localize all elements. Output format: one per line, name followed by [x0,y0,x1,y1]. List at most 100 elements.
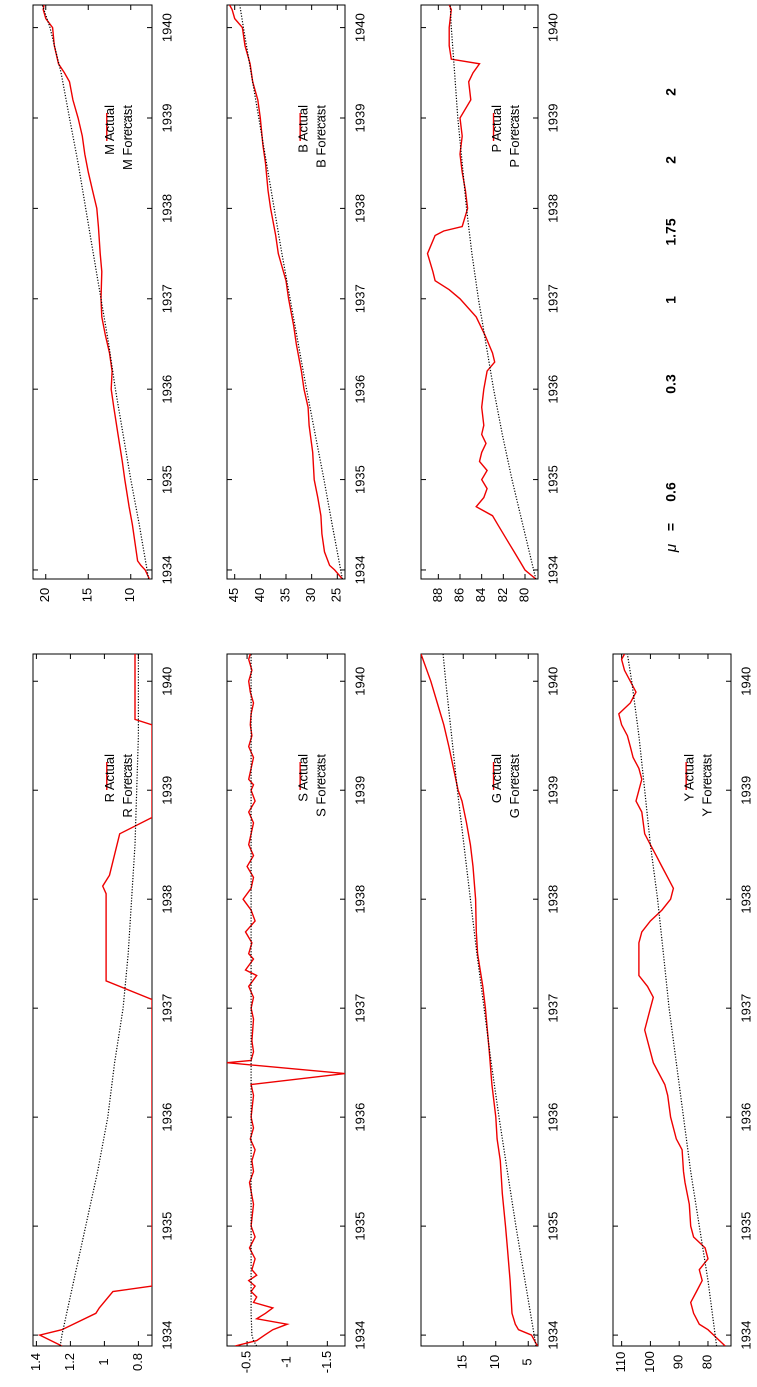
year-tick-label: 1934 [545,1321,560,1350]
year-tick-label: 1940 [545,13,560,42]
year-tick-label: 1940 [352,13,367,42]
value-tick-label: 15 [455,1355,470,1369]
value-tick-label: 30 [303,588,318,602]
legend-label: Y Forecast [700,754,715,817]
value-tick-label: -1.5 [319,1351,334,1373]
series-line-b-forecast [239,5,343,579]
legend-label: B Forecast [314,105,329,168]
year-tick-label: 1936 [159,1103,174,1132]
legend-label: G Actual [489,754,504,803]
year-tick-label: 1934 [159,555,174,584]
year-tick-label: 1939 [159,104,174,133]
value-tick-label: 110 [613,1352,628,1373]
year-tick-label: 1940 [545,667,560,696]
series-line-p-forecast [449,5,537,579]
legend-label: B Actual [296,105,311,153]
year-tick-label: 1936 [738,1103,753,1132]
year-tick-label: 1938 [545,885,560,914]
year-tick-label: 1939 [545,776,560,805]
parameter-value: 2 [663,88,679,96]
series-line-r-actual [37,654,152,1346]
chart-s: 1934 1935 1936 1937 1938 1939 1940 -1.5 -1 -0.5 S … [226,653,367,1373]
value-tick-label: 15 [80,588,95,602]
series-line-g-actual [421,654,538,1346]
plot-frame [420,653,539,1347]
chart-p: 1934 1935 1936 1937 1938 1939 1940 80 82 84 86 88 P … [420,4,560,602]
value-tick-label: 80 [699,1355,714,1369]
chart-g: 1934 1935 1936 1937 1938 1939 1940 5 10 15 G Actua… [420,653,560,1369]
legend-label: R Actual [102,754,117,803]
year-tick-label: 1935 [545,1212,560,1241]
year-tick-label: 1937 [738,994,753,1023]
value-tick-label: -0.5 [239,1351,254,1373]
chart-r: 1934 1935 1936 1937 1938 1939 1940 0.8 1 1.2 1.4 R … [28,653,174,1371]
legend-label: M Actual [102,105,117,155]
parameter-equals: = [663,523,679,531]
value-tick-label: 84 [473,588,488,602]
value-tick-label: 90 [671,1355,686,1369]
parameter-symbol: μ [663,544,680,553]
plot-frame [32,4,153,580]
year-tick-label: 1939 [352,776,367,805]
year-tick-label: 1938 [159,194,174,223]
value-tick-label: 10 [122,588,137,602]
year-tick-label: 1936 [545,1103,560,1132]
year-tick-label: 1940 [159,13,174,42]
year-tick-label: 1936 [159,375,174,404]
year-tick-label: 1935 [545,465,560,494]
value-tick-label: 88 [430,588,445,602]
value-tick-label: 86 [451,588,466,602]
year-tick-label: 1937 [545,994,560,1023]
series-line-y-actual [618,654,726,1346]
year-tick-label: 1935 [159,465,174,494]
year-tick-label: 1935 [352,465,367,494]
value-tick-label: 20 [37,588,52,602]
year-tick-label: 1935 [738,1212,753,1241]
series-line-s-forecast [250,654,258,1346]
year-tick-label: 1934 [352,555,367,584]
legend-label: G Forecast [507,754,522,819]
year-tick-label: 1940 [159,667,174,696]
parameter-value: 2 [663,156,679,164]
series-line-p-actual [426,5,537,579]
parameter-value: 1.75 [663,218,679,245]
value-tick-label: 1 [96,1358,111,1365]
year-tick-label: 1937 [545,284,560,313]
value-tick-label: 25 [329,588,344,602]
parameter-value: 1 [663,296,679,304]
legend-label: M Forecast [120,105,135,170]
chart-m: 1934 1935 1936 1937 1938 1939 1940 10 15 20 M Actu… [32,4,174,602]
value-tick-label: 40 [252,588,267,602]
value-tick-label: 45 [226,588,241,602]
legend-label: P Actual [489,105,504,153]
year-tick-label: 1934 [545,555,560,584]
year-tick-label: 1937 [159,284,174,313]
value-tick-label: 10 [487,1355,502,1369]
legend-label: P Forecast [507,105,522,168]
year-tick-label: 1937 [352,994,367,1023]
year-tick-label: 1938 [352,194,367,223]
value-tick-label: 35 [277,588,292,602]
year-tick-label: 1934 [352,1321,367,1350]
parameter-value: 0.6 [663,482,679,502]
value-tick-label: 1.4 [28,1353,43,1371]
value-tick-label: 5 [520,1358,535,1365]
year-tick-label: 1939 [352,104,367,133]
year-tick-label: 1934 [738,1321,753,1350]
value-tick-label: 80 [516,588,531,602]
plot-frame [226,4,346,580]
legend-label: S Actual [296,754,311,802]
parameter-value: 0.3 [663,374,679,394]
year-tick-label: 1934 [159,1321,174,1350]
legend-label: Y Actual [682,754,697,802]
series-line-m-actual [42,5,151,579]
series-line-b-actual [228,5,343,579]
series-line-m-forecast [41,5,150,579]
plot-frame [226,653,346,1347]
year-tick-label: 1935 [159,1212,174,1241]
year-tick-label: 1940 [352,667,367,696]
value-tick-label: 82 [495,588,510,602]
value-tick-label: 100 [642,1351,657,1373]
year-tick-label: 1936 [352,1103,367,1132]
